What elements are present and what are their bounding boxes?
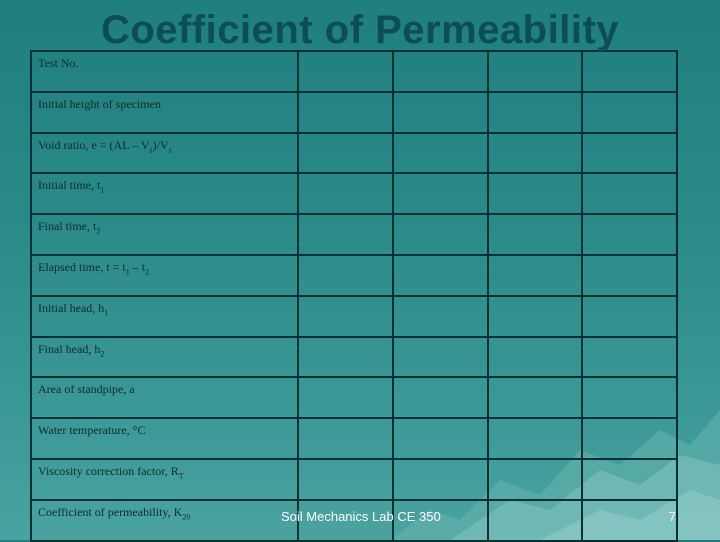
page-number: 7 — [668, 509, 676, 524]
empty-cell — [486, 498, 584, 542]
empty-cell — [486, 253, 584, 297]
empty-cell — [391, 50, 489, 93]
slide-title: Coefficient of Permeability — [100, 8, 620, 52]
table-row: Elapsed time, t = t1 – t2 — [30, 253, 678, 297]
table-row: Final head, h2 — [30, 335, 678, 379]
table-row: Area of standpipe, a — [30, 376, 678, 420]
row-label: Initial time, t1 — [30, 172, 299, 216]
footer-text: Soil Mechanics Lab CE 350 — [281, 509, 441, 524]
row-label: Final time, t2 — [30, 213, 299, 256]
row-label: Initial head, h1 — [30, 294, 299, 338]
empty-cell — [486, 131, 584, 175]
table-row: Initial height of specimen — [30, 90, 678, 134]
empty-cell — [391, 131, 489, 175]
row-label: Initial height of specimen — [30, 90, 299, 134]
table-row: Initial time, t1 — [30, 172, 678, 216]
table-row: Water temperature, °C — [30, 417, 678, 460]
empty-cell — [486, 417, 584, 460]
empty-cell — [581, 498, 678, 542]
empty-cell — [486, 213, 584, 256]
empty-cell — [581, 335, 678, 379]
empty-cell — [391, 253, 489, 297]
empty-cell — [391, 376, 489, 420]
empty-cell — [391, 90, 489, 134]
empty-cell — [391, 172, 489, 216]
row-label: Void ratio, e = (AL – Vs)/Vs — [30, 131, 299, 175]
empty-cell — [391, 498, 489, 542]
empty-cell — [581, 213, 678, 256]
table-row: Viscosity correction factor, RT — [30, 457, 678, 501]
empty-cell — [581, 131, 678, 175]
empty-cell — [581, 90, 678, 134]
table-row: Final time, t2 — [30, 213, 678, 256]
row-label: Test No. — [30, 50, 299, 93]
empty-cell — [297, 417, 394, 460]
row-label: Area of standpipe, a — [30, 376, 299, 420]
empty-cell — [486, 335, 584, 379]
empty-cell — [297, 172, 394, 216]
empty-cell — [581, 294, 678, 338]
row-label: Final head, h2 — [30, 335, 299, 379]
empty-cell — [581, 50, 678, 93]
empty-cell — [297, 294, 394, 338]
empty-cell — [297, 213, 394, 256]
row-label: Coefficient of permeability, K20 — [30, 498, 299, 542]
empty-cell — [581, 457, 678, 501]
empty-cell — [581, 253, 678, 297]
empty-cell — [486, 294, 584, 338]
empty-cell — [486, 50, 584, 93]
empty-cell — [486, 376, 584, 420]
empty-cell — [581, 417, 678, 460]
empty-cell — [581, 376, 678, 420]
row-label: Water temperature, °C — [30, 417, 299, 460]
data-table: Test No. Initial height of specimen Void r… — [30, 50, 678, 542]
table-row: Initial head, h1 — [30, 294, 678, 338]
empty-cell — [391, 417, 489, 460]
empty-cell — [486, 90, 584, 134]
empty-cell — [391, 294, 489, 338]
empty-cell — [297, 253, 394, 297]
empty-cell — [297, 457, 394, 501]
empty-cell — [297, 376, 394, 420]
empty-cell — [486, 172, 584, 216]
empty-cell — [297, 50, 394, 93]
empty-cell — [297, 335, 394, 379]
row-label: Elapsed time, t = t1 – t2 — [30, 253, 299, 297]
table-row: Test No. — [30, 50, 678, 93]
row-label: Viscosity correction factor, RT — [30, 457, 299, 501]
table-row: Void ratio, e = (AL – Vs)/Vs — [30, 131, 678, 175]
empty-cell — [297, 90, 394, 134]
empty-cell — [297, 131, 394, 175]
table-row: Coefficient of permeability, K20 — [30, 498, 678, 542]
empty-cell — [486, 457, 584, 501]
empty-cell — [391, 335, 489, 379]
empty-cell — [581, 172, 678, 216]
empty-cell — [391, 213, 489, 256]
empty-cell — [391, 457, 489, 501]
